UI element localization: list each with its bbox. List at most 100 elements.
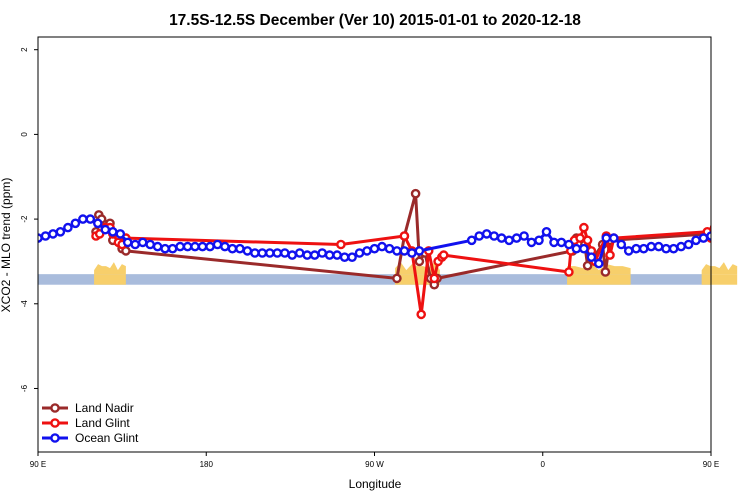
data-point bbox=[549, 237, 559, 248]
data-point bbox=[489, 231, 499, 241]
data-point bbox=[709, 224, 711, 231]
data-point bbox=[324, 250, 335, 260]
data-point bbox=[710, 213, 711, 216]
data-point bbox=[668, 243, 679, 254]
land-ocean-mask bbox=[38, 262, 738, 285]
x-tick-label: 90 E bbox=[703, 460, 719, 469]
data-point bbox=[730, 220, 737, 227]
y-tick-label: -4 bbox=[20, 300, 29, 308]
data-point bbox=[190, 241, 200, 252]
x-axis-label: Longitude bbox=[349, 477, 402, 491]
data-point bbox=[279, 248, 290, 258]
data-point bbox=[407, 248, 417, 258]
data-point bbox=[724, 241, 731, 248]
data-point bbox=[235, 243, 245, 254]
data-point bbox=[623, 246, 634, 256]
data-point bbox=[582, 260, 593, 271]
data-point bbox=[683, 239, 694, 250]
data-point bbox=[108, 226, 118, 237]
data-point bbox=[78, 214, 88, 224]
data-point bbox=[722, 224, 729, 231]
data-point bbox=[212, 239, 223, 250]
data-point bbox=[571, 243, 582, 254]
data-point bbox=[377, 241, 387, 252]
data-point bbox=[715, 228, 722, 235]
data-point bbox=[564, 267, 574, 277]
data-point bbox=[55, 226, 66, 237]
data-point bbox=[332, 250, 342, 260]
data-point bbox=[541, 226, 552, 237]
data-point bbox=[384, 243, 395, 254]
data-point bbox=[137, 237, 148, 248]
data-point bbox=[336, 239, 346, 250]
data-point bbox=[317, 248, 328, 258]
data-point bbox=[362, 246, 372, 256]
data-point bbox=[556, 237, 567, 248]
data-point bbox=[302, 250, 313, 260]
data-point bbox=[399, 246, 410, 256]
ocean-band bbox=[38, 274, 711, 285]
data-point bbox=[309, 250, 320, 260]
data-point bbox=[715, 220, 722, 227]
data-point bbox=[93, 218, 103, 229]
data-point bbox=[70, 218, 81, 229]
data-point bbox=[600, 267, 611, 277]
axes: 90 E 180 90 W 0 90 E 2 0 -2 -4 -6 bbox=[20, 36, 719, 469]
legend-swatch-marker bbox=[50, 403, 60, 413]
data-point bbox=[354, 248, 365, 258]
legend-label: Land Nadir bbox=[75, 401, 134, 415]
data-point bbox=[152, 241, 163, 252]
land-patch bbox=[94, 274, 126, 285]
data-point bbox=[661, 243, 671, 254]
data-point bbox=[582, 235, 593, 246]
data-point bbox=[167, 243, 178, 254]
data-point bbox=[122, 237, 133, 248]
data-point bbox=[227, 243, 238, 254]
data-point bbox=[526, 237, 537, 248]
data-point bbox=[653, 241, 664, 252]
x-tick-label: 90 W bbox=[365, 460, 384, 469]
y-tick-label: 0 bbox=[20, 132, 29, 137]
land-patch bbox=[701, 274, 738, 285]
data-point bbox=[294, 248, 305, 258]
data-point bbox=[737, 218, 744, 225]
data-point bbox=[715, 226, 722, 233]
data-point bbox=[698, 233, 709, 243]
y-tick-label: -2 bbox=[20, 215, 29, 223]
y-tick-label: 2 bbox=[20, 47, 29, 52]
data-point bbox=[85, 214, 96, 224]
data-point bbox=[250, 248, 260, 258]
legend-swatch-marker bbox=[50, 433, 60, 443]
data-point bbox=[100, 224, 111, 235]
data-point bbox=[48, 229, 58, 239]
data-point bbox=[605, 250, 615, 260]
data-point bbox=[504, 235, 514, 246]
data-point bbox=[392, 273, 402, 284]
data-point bbox=[287, 250, 298, 260]
data-point bbox=[519, 231, 529, 241]
data-point bbox=[719, 232, 726, 239]
data-point bbox=[242, 246, 253, 256]
y-tick-label: -6 bbox=[20, 384, 29, 392]
data-point bbox=[496, 233, 507, 243]
data-point bbox=[414, 256, 425, 267]
data-point bbox=[175, 241, 185, 252]
data-point bbox=[691, 235, 701, 246]
land-patch bbox=[567, 274, 631, 285]
data-point bbox=[631, 243, 642, 254]
data-point bbox=[220, 241, 230, 252]
data-point bbox=[466, 235, 477, 246]
legend-label: Land Glint bbox=[75, 416, 130, 430]
data-point bbox=[130, 239, 140, 250]
data-point bbox=[579, 222, 589, 233]
data-point bbox=[616, 239, 627, 250]
data-point bbox=[594, 258, 604, 269]
data-point bbox=[646, 241, 657, 252]
x-tick-label: 90 E bbox=[30, 460, 46, 469]
data-point bbox=[474, 231, 485, 241]
land-silhouette bbox=[567, 262, 631, 275]
data-point bbox=[63, 222, 73, 233]
data-point bbox=[745, 216, 750, 223]
